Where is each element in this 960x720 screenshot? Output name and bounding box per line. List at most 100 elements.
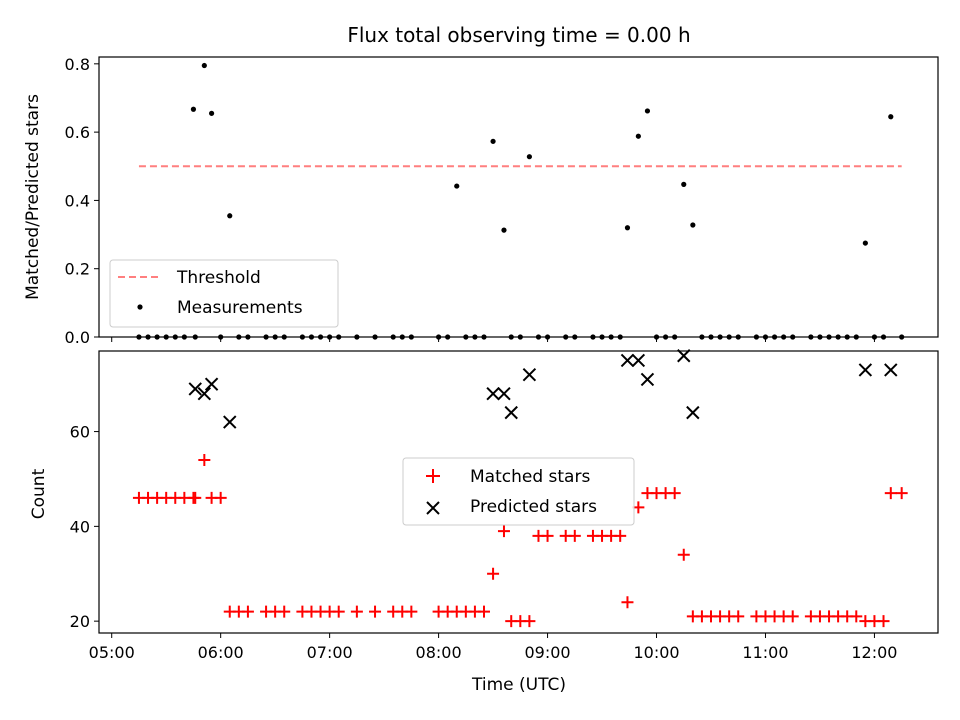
measurement-point [218, 334, 224, 340]
measurement-point [317, 334, 324, 340]
measurement-point [888, 114, 894, 120]
measurement-point [490, 138, 496, 144]
matched-star-point [278, 605, 291, 618]
bottom-xtick-label: 07:00 [307, 643, 353, 662]
matched-star-point [487, 567, 500, 580]
measurement-point [526, 154, 532, 160]
matched-star-point [621, 596, 634, 609]
measurement-point [535, 334, 542, 340]
measurement-point [781, 334, 787, 340]
bottom-xtick-label: 06:00 [198, 643, 244, 662]
bottom-panel: 20 40 60 05:00 06:00 07:00 08:00 09:00 10:00 11:0… [29, 349, 939, 695]
measurement-point [501, 227, 507, 233]
predicted-star-point [223, 415, 237, 429]
top-ylabel: Matched/Predicted stars [23, 94, 43, 300]
legend-threshold-label: Threshold [176, 268, 261, 288]
top-ytick-label: 0.8 [65, 55, 90, 74]
matched-star-point [497, 525, 510, 538]
measurement-point [327, 334, 333, 340]
predicted-star-point [884, 363, 898, 377]
measurement-point [862, 240, 868, 246]
predicted-star-point [858, 363, 873, 377]
measurement-point [508, 334, 514, 340]
predicted-star-point [640, 372, 655, 387]
legend-predicted-swatch [426, 501, 440, 515]
measurement-point [390, 334, 396, 340]
measurement-point [472, 334, 478, 340]
measurement-point [790, 334, 796, 340]
measurement-point [435, 334, 442, 340]
measurement-point [299, 334, 305, 340]
measurement-point [399, 334, 405, 340]
measurement-point [880, 334, 887, 340]
top-ytick-label: 0.0 [65, 328, 90, 347]
measurement-point [172, 334, 178, 340]
bottom-ytick-label: 20 [70, 612, 90, 631]
matched-star-point [523, 615, 536, 628]
bottom-xtick-label: 12:00 [851, 643, 897, 662]
bottom-panel-frame [98, 350, 939, 634]
measurement-point [481, 334, 487, 340]
predicted-star-point [188, 382, 202, 396]
legend-matched-label: Matched stars [470, 467, 590, 487]
measurement-point [336, 334, 342, 340]
bottom-xtick-label: 09:00 [525, 643, 571, 662]
measurement-point [871, 334, 878, 340]
measurement-point [192, 334, 198, 340]
measurement-point [236, 334, 242, 340]
measurement-point [281, 334, 287, 340]
predicted-star-point [686, 405, 700, 420]
predicted-star-point [522, 367, 537, 382]
predicted-star-point [631, 353, 646, 368]
measurement-point [136, 334, 142, 340]
measurement-point [617, 334, 623, 340]
measurement-point [844, 334, 850, 340]
matched-star-point [332, 605, 345, 618]
matched-star-point [895, 487, 908, 500]
measurement-point [717, 334, 723, 340]
bottom-ylabel: Count [29, 468, 49, 519]
measurement-point [726, 334, 732, 340]
measurement-point [690, 222, 696, 228]
matched-star-point [241, 605, 254, 618]
top-panel: 0.00.20.40.60.8 Matched/Predicted stars … [23, 55, 939, 347]
measurement-point [753, 334, 759, 340]
matched-star-point [405, 605, 418, 618]
predicted-star-point [677, 349, 691, 363]
matched-star-point [369, 605, 382, 618]
legend-predicted-label: Predicted stars [470, 497, 597, 517]
predicted-star-point [197, 386, 212, 401]
matched-star-point [568, 529, 581, 542]
measurement-point [708, 334, 714, 340]
bottom-xlabel: Time (UTC) [471, 675, 566, 695]
measurement-point [372, 334, 378, 340]
measurement-point [201, 62, 207, 69]
matched-star-point [614, 529, 627, 542]
measurement-point [762, 334, 769, 340]
matched-star-point [541, 529, 554, 542]
predicted-star-point [504, 405, 518, 420]
measurement-point [208, 110, 215, 116]
measurement-point [662, 334, 669, 340]
top-ytick-label: 0.4 [65, 191, 90, 210]
legend-measurements-swatch [137, 304, 143, 310]
measurement-point [735, 334, 741, 340]
measurement-point [263, 334, 269, 340]
measurement-point [190, 106, 197, 112]
measurement-point [154, 334, 160, 340]
bottom-legend: Matched stars Predicted stars [402, 457, 635, 526]
measurement-point [853, 334, 859, 340]
measurement-point [635, 133, 641, 139]
matched-star-point [884, 487, 897, 500]
measurement-point [227, 213, 233, 219]
bottom-legend-box [402, 457, 635, 526]
measurement-point [599, 334, 605, 340]
bottom-ytick-label: 60 [70, 423, 90, 442]
bottom-xtick-label: 05:00 [89, 643, 135, 662]
matched-star-point [198, 454, 211, 467]
measurement-point [163, 334, 169, 340]
measurement-point [463, 334, 469, 340]
measurement-point [572, 334, 578, 340]
measurement-point [454, 183, 460, 189]
